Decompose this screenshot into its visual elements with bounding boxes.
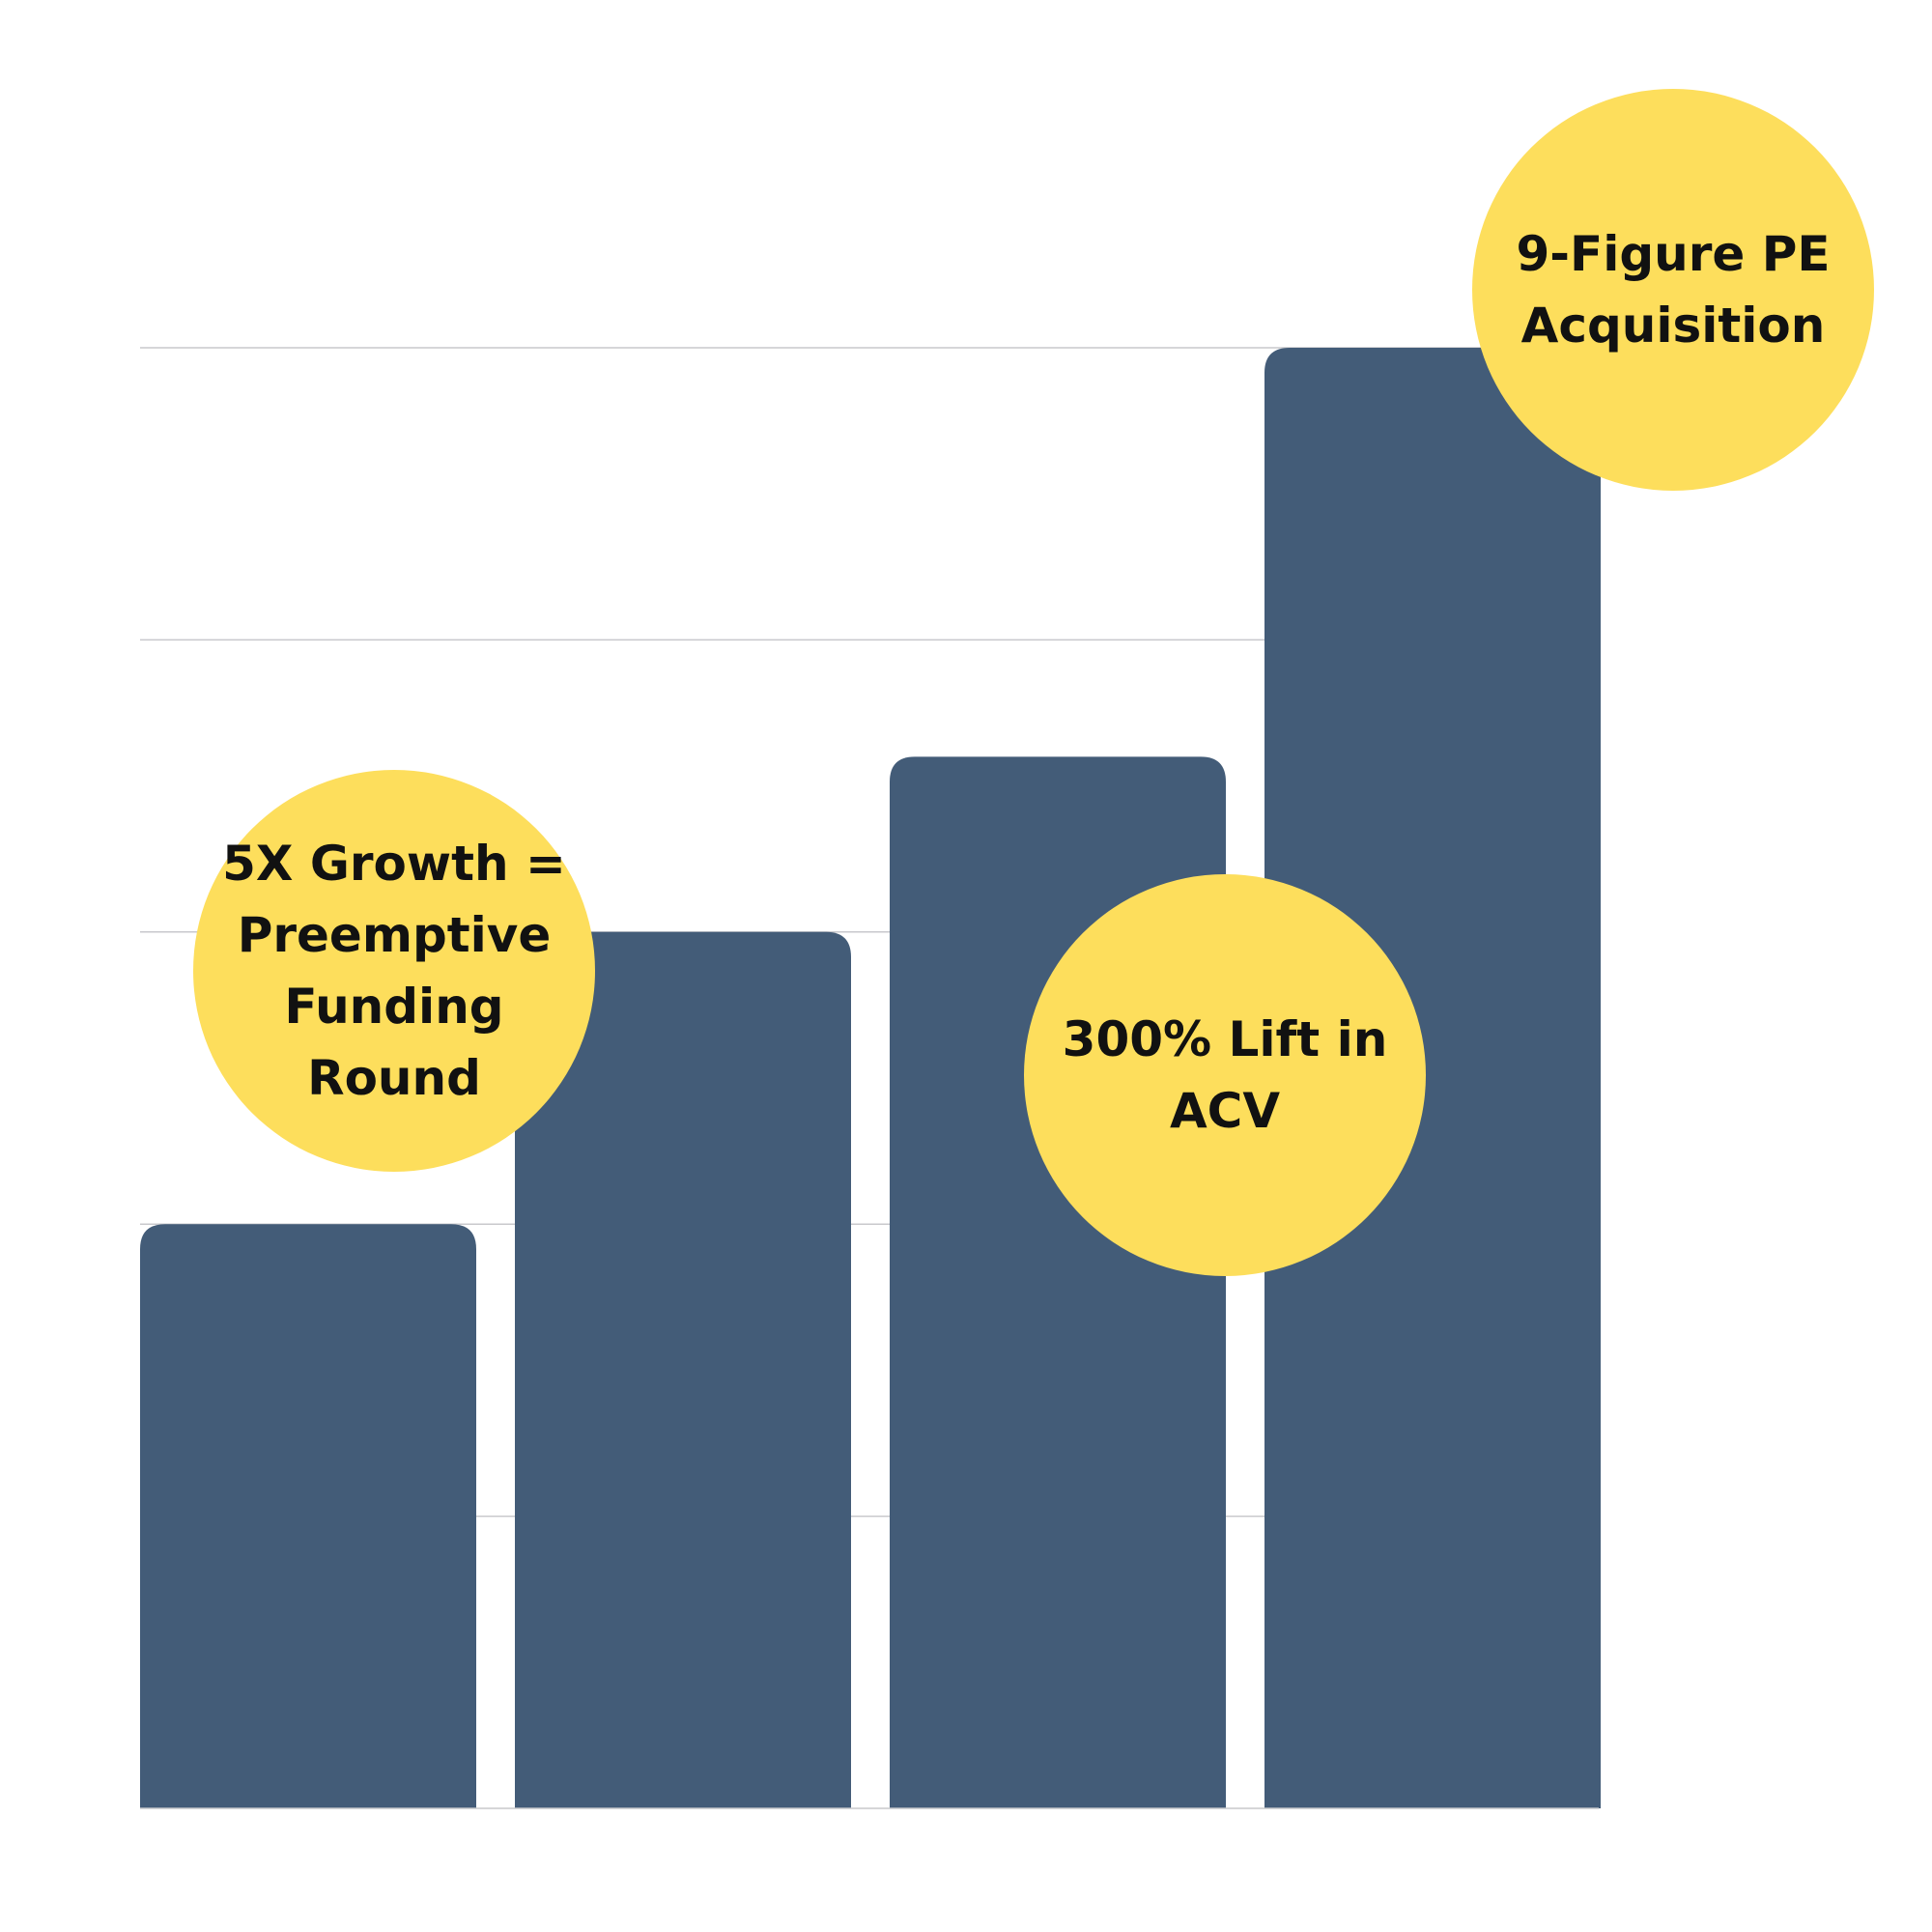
annotation-label-line: Preemptive — [238, 907, 552, 963]
annotation-circle — [193, 770, 595, 1172]
annotation-label-line: 9-Figure PE — [1517, 226, 1831, 282]
annotation-label-line: Funding — [284, 979, 503, 1035]
annotation-label-line: 300% Lift in — [1063, 1011, 1388, 1067]
bars — [140, 348, 1601, 1808]
annotation-circle — [1472, 89, 1874, 491]
bar-2 — [515, 931, 851, 1808]
annotation-label-line: ACV — [1170, 1083, 1280, 1139]
bar-4 — [1264, 348, 1601, 1808]
bar-1 — [140, 1224, 476, 1808]
annotation-circle — [1024, 874, 1426, 1276]
annotation-bubble-1: 5X Growth = Preemptive Funding Round — [193, 770, 595, 1172]
annotation-bubble-3: 9-Figure PE Acquisition — [1472, 89, 1874, 491]
annotation-label-line: 5X Growth = — [222, 836, 566, 892]
annotation-label-line: Acquisition — [1521, 298, 1826, 354]
annotation-label-line: Round — [307, 1050, 481, 1106]
annotation-bubble-2: 300% Lift in ACV — [1024, 874, 1426, 1276]
annotation-bubbles: 5X Growth = Preemptive Funding Round 300% Li… — [193, 89, 1874, 1276]
